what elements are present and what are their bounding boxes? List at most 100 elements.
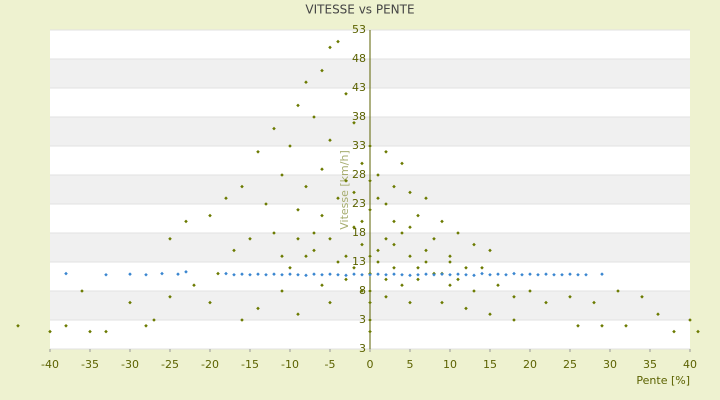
point	[288, 266, 292, 270]
point	[368, 300, 372, 305]
x-tick-label: -15	[241, 358, 259, 371]
y-tick-label: 3	[359, 313, 366, 326]
x-tick-label: 15	[483, 358, 497, 371]
x-tick-label: 20	[523, 358, 537, 371]
point	[352, 266, 356, 270]
point	[344, 254, 348, 258]
point	[344, 179, 348, 183]
point	[336, 196, 340, 200]
point	[672, 329, 676, 334]
point	[312, 231, 316, 235]
point	[248, 272, 252, 277]
point	[352, 272, 356, 276]
point	[256, 272, 260, 276]
point	[224, 196, 228, 200]
point	[656, 312, 660, 316]
point	[344, 277, 348, 282]
point	[296, 208, 300, 212]
y-tick-label: 33	[352, 139, 366, 152]
x-tick-label: 0	[367, 358, 374, 371]
point	[376, 260, 380, 264]
point	[408, 273, 412, 278]
y-tick-label: 53	[352, 23, 366, 36]
point	[448, 260, 452, 264]
point	[368, 318, 372, 322]
point	[640, 295, 644, 299]
point	[368, 329, 372, 334]
point	[392, 184, 396, 189]
point	[392, 219, 396, 224]
point	[336, 272, 340, 277]
point	[344, 273, 348, 278]
point	[416, 272, 420, 277]
point	[128, 272, 132, 276]
point	[296, 312, 300, 316]
y-tick-label: 13	[352, 255, 366, 268]
point	[592, 300, 596, 305]
point	[688, 318, 692, 322]
x-tick-label: -25	[161, 358, 179, 371]
point	[152, 318, 156, 322]
point	[264, 202, 268, 206]
point	[280, 173, 284, 177]
x-tick-label: -35	[81, 358, 99, 371]
point	[408, 254, 412, 258]
point	[464, 306, 468, 311]
point	[312, 115, 316, 119]
point	[304, 80, 308, 84]
point	[496, 283, 500, 287]
point	[384, 277, 388, 282]
point	[400, 272, 404, 277]
point	[392, 272, 396, 276]
point	[280, 272, 284, 277]
point	[328, 237, 332, 241]
y-tick-label: 3	[359, 342, 366, 355]
point	[384, 150, 388, 154]
point	[64, 324, 68, 328]
point	[440, 219, 444, 224]
x-tick-label: 25	[563, 358, 577, 371]
point	[328, 300, 332, 305]
point	[472, 289, 476, 293]
point	[424, 272, 428, 276]
point	[360, 289, 364, 293]
x-tick-label: 5	[407, 358, 414, 371]
point	[576, 272, 580, 277]
point	[440, 272, 444, 276]
point	[328, 138, 332, 142]
point	[488, 248, 492, 253]
point	[616, 289, 620, 293]
point	[320, 167, 324, 171]
point	[384, 295, 388, 299]
point	[392, 266, 396, 270]
point	[448, 254, 452, 258]
point	[344, 92, 348, 96]
point	[432, 272, 436, 277]
point	[408, 190, 412, 195]
point	[168, 237, 172, 241]
point	[280, 289, 284, 293]
point	[64, 271, 68, 276]
point	[472, 242, 476, 247]
point	[584, 272, 588, 277]
point	[352, 190, 356, 195]
x-tick-label: 35	[643, 358, 657, 371]
x-tick-label: -5	[325, 358, 336, 371]
point	[280, 254, 284, 258]
point	[560, 272, 564, 277]
chart-title: VITESSE vs PENTE	[305, 3, 414, 17]
point	[80, 289, 84, 293]
point	[376, 248, 380, 253]
point	[424, 196, 428, 200]
point	[328, 45, 332, 50]
x-tick-label: 40	[683, 358, 697, 371]
point	[296, 272, 300, 277]
point	[376, 196, 380, 200]
point	[360, 161, 364, 166]
point	[512, 318, 516, 322]
point	[248, 237, 252, 241]
point	[304, 254, 308, 258]
point	[488, 272, 492, 277]
